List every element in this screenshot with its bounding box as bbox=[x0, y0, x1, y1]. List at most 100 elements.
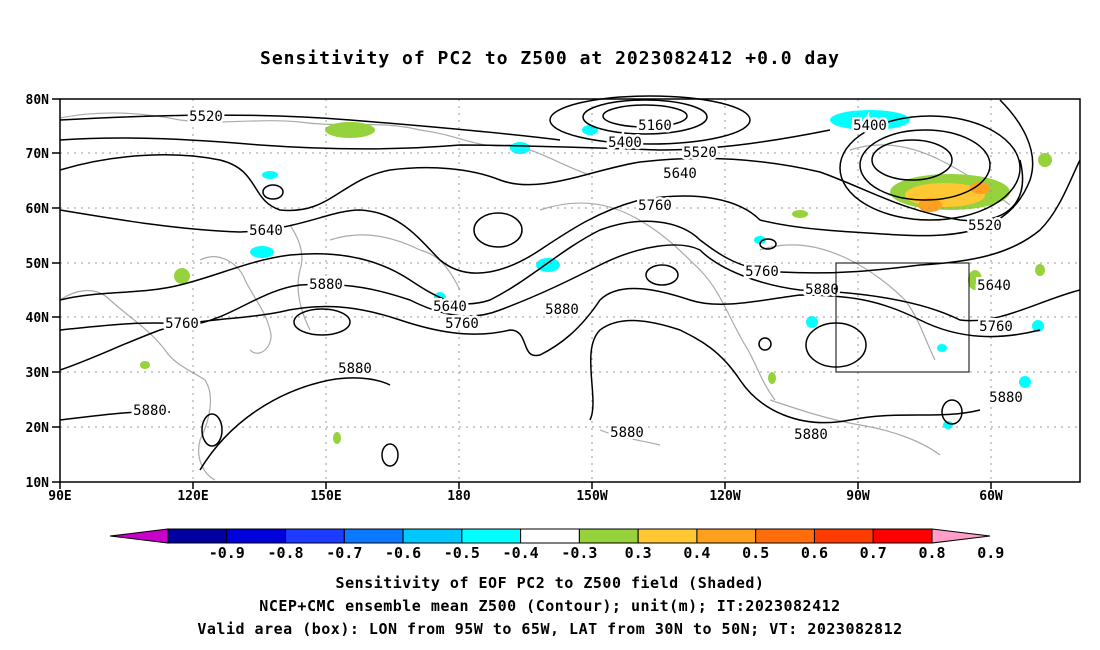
colorbar-swatch bbox=[696, 528, 757, 544]
lat-label: 70N bbox=[26, 147, 50, 162]
contour-label: 5520 bbox=[683, 145, 717, 161]
lon-label: 60W bbox=[979, 489, 1003, 504]
contour-line bbox=[859, 129, 991, 201]
colorbar-label: 0.7 bbox=[860, 544, 887, 562]
positive-shade bbox=[968, 270, 982, 290]
contour-line bbox=[293, 308, 351, 336]
positive-shade bbox=[768, 372, 776, 384]
colorbar-label: -0.4 bbox=[503, 544, 539, 562]
negative-shade bbox=[830, 110, 910, 130]
valid-area-box bbox=[835, 262, 970, 373]
lat-label: 10N bbox=[26, 476, 50, 491]
negative-shade bbox=[1032, 320, 1044, 332]
contour-line bbox=[759, 238, 777, 250]
z500-contours bbox=[59, 95, 1081, 471]
colorbar-label: -0.9 bbox=[209, 544, 245, 562]
colorbar-min-arrow bbox=[109, 528, 169, 544]
negative-shade bbox=[250, 246, 274, 258]
contour-label: 5640 bbox=[249, 223, 283, 239]
contour-line bbox=[582, 99, 708, 135]
sensitivity-map: 5520 5160 5400 5520 5640 5400 5640 5760 … bbox=[26, 93, 1081, 562]
lat-label: 60N bbox=[26, 202, 50, 217]
contour-label: 5880 bbox=[805, 282, 839, 298]
positive-shade bbox=[1038, 153, 1052, 167]
contour-line bbox=[602, 104, 688, 128]
positive-shade bbox=[1035, 264, 1045, 276]
colorbar-label: 0.8 bbox=[918, 544, 945, 562]
colorbar-max-arrow bbox=[931, 528, 991, 544]
contour-label: 5760 bbox=[165, 316, 199, 332]
contour-label: 5160 bbox=[638, 118, 672, 134]
contour-label: 5640 bbox=[663, 166, 697, 182]
colorbar-swatch bbox=[343, 528, 404, 544]
caption-shading: Sensitivity of EOF PC2 to Z500 field (Sh… bbox=[335, 574, 765, 592]
colorbar-label: -0.3 bbox=[561, 544, 597, 562]
lon-labels: 90E 120E 150E 180 150W 120W 90W 60W bbox=[48, 489, 1003, 504]
contour-label: 5760 bbox=[745, 264, 779, 280]
colorbar-label: -0.6 bbox=[385, 544, 421, 562]
contour-label: 5880 bbox=[309, 277, 343, 293]
colorbar-swatch bbox=[578, 528, 639, 544]
lon-label: 90W bbox=[846, 489, 870, 504]
positive-shade bbox=[174, 268, 190, 284]
sensitivity-shading bbox=[140, 110, 1052, 444]
contour-label: 5640 bbox=[433, 299, 467, 315]
contour-label: 5760 bbox=[979, 319, 1013, 335]
lat-label: 30N bbox=[26, 366, 50, 381]
contour-line bbox=[59, 129, 831, 151]
colorbar-label: -0.8 bbox=[267, 544, 303, 562]
contour-line bbox=[839, 115, 1021, 221]
colorbar-swatch bbox=[520, 528, 580, 544]
lat-label: 40N bbox=[26, 311, 50, 326]
lon-label: 90E bbox=[48, 489, 71, 504]
colorbar: -0.9 -0.8 -0.7 -0.6 -0.5 -0.4 -0.3 0.3 0.4 0.5 0.6… bbox=[109, 528, 1004, 562]
lon-label: 150E bbox=[310, 489, 341, 504]
contour-labels: 5520 5160 5400 5520 5640 5400 5640 5760 … bbox=[131, 107, 1026, 446]
colorbar-swatch bbox=[461, 528, 522, 544]
contour-label: 5400 bbox=[608, 135, 642, 151]
contour-line bbox=[59, 114, 561, 141]
colorbar-label: 0.5 bbox=[742, 544, 769, 562]
contour-label: 5880 bbox=[133, 403, 167, 419]
colorbar-swatch bbox=[872, 528, 933, 544]
positive-shade bbox=[970, 182, 990, 194]
contour-label: 5880 bbox=[545, 302, 579, 318]
negative-shade bbox=[582, 125, 598, 135]
contour-label: 5880 bbox=[989, 390, 1023, 406]
colorbar-label: -0.7 bbox=[326, 544, 362, 562]
contour-label: 5880 bbox=[794, 427, 828, 443]
colorbar-label: 0.4 bbox=[683, 544, 710, 562]
negative-shade bbox=[262, 171, 278, 179]
colorbar-swatch bbox=[226, 528, 287, 544]
contour-line bbox=[262, 184, 284, 200]
lon-label: 180 bbox=[447, 489, 471, 504]
contour-line bbox=[59, 159, 1081, 305]
lat-label: 50N bbox=[26, 257, 50, 272]
map-frame bbox=[59, 98, 1081, 483]
contour-label: 5760 bbox=[638, 198, 672, 214]
positive-shade bbox=[325, 122, 375, 138]
colorbar-label: 0.9 bbox=[977, 544, 1004, 562]
negative-shade bbox=[754, 236, 766, 244]
contour-line bbox=[59, 287, 1041, 371]
map-title: Sensitivity of PC2 to Z500 at 2023082412… bbox=[259, 48, 840, 69]
gridlines bbox=[60, 99, 1080, 482]
colorbar-swatch bbox=[285, 528, 345, 544]
negative-shade bbox=[937, 344, 947, 352]
contour-line bbox=[201, 413, 223, 447]
contour-label: 5880 bbox=[610, 425, 644, 441]
contour-line bbox=[381, 443, 399, 467]
contour-label: 5520 bbox=[968, 218, 1002, 234]
contour-line bbox=[589, 319, 981, 424]
contour-line bbox=[549, 95, 751, 145]
positive-shade bbox=[792, 210, 808, 218]
contour-line bbox=[59, 154, 1024, 222]
contour-line bbox=[871, 139, 953, 181]
positive-shade bbox=[333, 432, 341, 444]
contour-label: 5760 bbox=[445, 316, 479, 332]
tick-marks bbox=[52, 98, 992, 489]
colorbar-label: 0.3 bbox=[625, 544, 652, 562]
contour-line bbox=[199, 377, 391, 471]
contour-line bbox=[645, 264, 679, 286]
contour-label: 5520 bbox=[189, 109, 223, 125]
